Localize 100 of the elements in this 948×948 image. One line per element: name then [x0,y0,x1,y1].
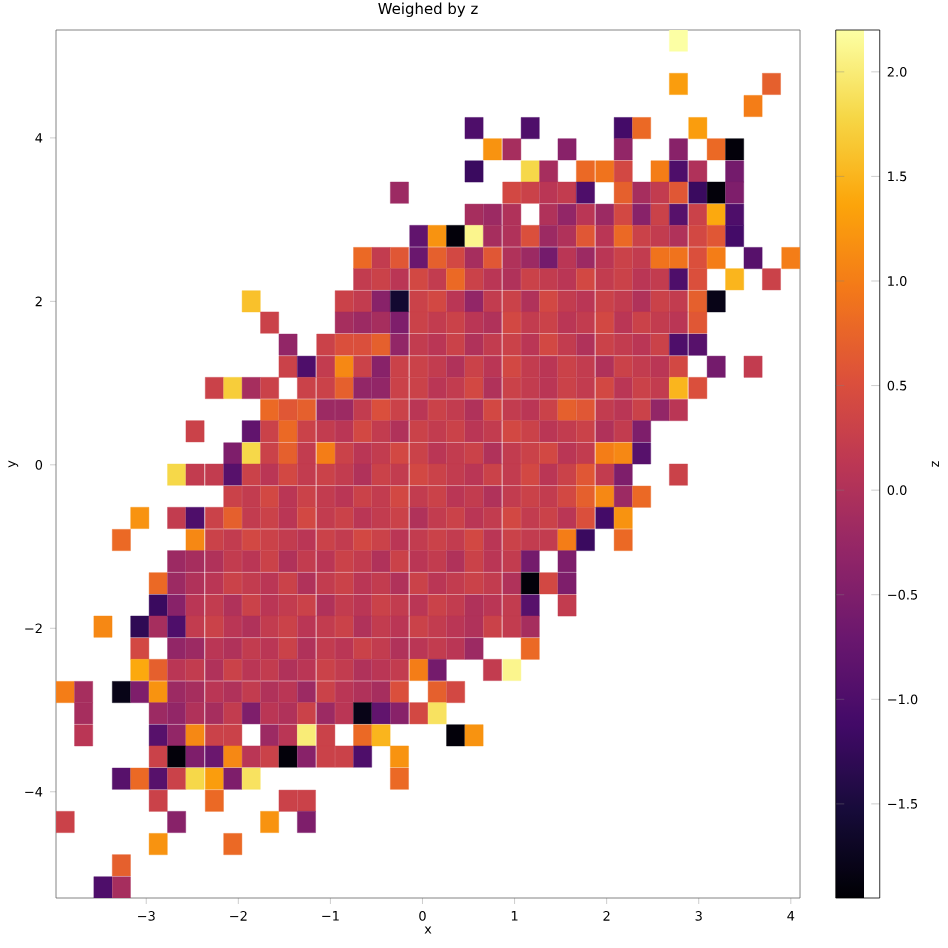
point [223,745,243,768]
point [297,420,316,443]
point [316,485,336,508]
point [669,73,688,95]
point [409,247,429,269]
point [390,377,409,399]
point [205,745,224,768]
point [297,550,316,573]
point [595,463,615,486]
point [260,420,279,443]
point [557,355,577,378]
point [669,377,688,399]
point [185,659,205,681]
point [334,529,354,551]
point [334,463,354,486]
point [241,485,261,508]
point [353,377,372,399]
point [502,615,522,638]
point [260,637,279,660]
point [148,745,168,768]
point [390,333,409,356]
point [427,615,447,638]
point [167,724,186,747]
point [520,160,540,183]
point [297,377,316,399]
point [669,138,688,161]
point [688,377,708,399]
point [260,615,279,638]
point [371,399,391,421]
point [371,507,391,529]
point [427,702,447,725]
point [167,507,186,529]
point [632,377,651,399]
point [446,463,465,486]
point [464,355,484,378]
point [520,117,540,139]
point [112,767,131,790]
point [725,160,744,183]
point [353,355,372,378]
point [464,290,484,313]
point [185,463,205,486]
point [278,789,298,812]
point [316,507,336,529]
point [557,138,577,161]
point [502,594,522,617]
point [371,377,391,399]
point [223,550,243,573]
point [539,311,558,334]
point [223,529,243,551]
point [278,333,298,356]
point [390,463,409,486]
point [446,529,465,551]
point [260,659,279,681]
point [185,420,205,443]
point [278,529,298,551]
point [483,247,502,269]
point [613,138,633,161]
point [278,745,298,768]
point [557,594,577,617]
point [316,724,336,747]
point [483,659,502,681]
point [539,485,558,508]
point [725,268,744,291]
point [390,594,409,617]
point [409,355,429,378]
point [409,529,429,551]
point [241,507,261,529]
point [502,225,522,247]
point [520,572,540,595]
point [520,529,540,551]
point [576,420,595,443]
point [185,724,205,747]
point [669,225,688,247]
point [557,203,577,226]
point [725,225,744,247]
point [223,724,243,747]
point [334,659,354,681]
point [205,377,224,399]
point [688,268,708,291]
point [112,681,131,703]
point [371,615,391,638]
point [613,117,633,139]
point [446,333,465,356]
point [205,724,224,747]
point [353,702,372,725]
point [464,160,484,183]
point [390,247,409,269]
point [446,594,465,617]
point [297,724,316,747]
point [316,377,336,399]
point [409,485,429,508]
point [520,225,540,247]
point [446,724,465,747]
point [130,615,150,638]
point [483,507,502,529]
point [390,355,409,378]
point [260,745,279,768]
point [725,138,744,161]
point [223,377,243,399]
point [613,442,633,465]
